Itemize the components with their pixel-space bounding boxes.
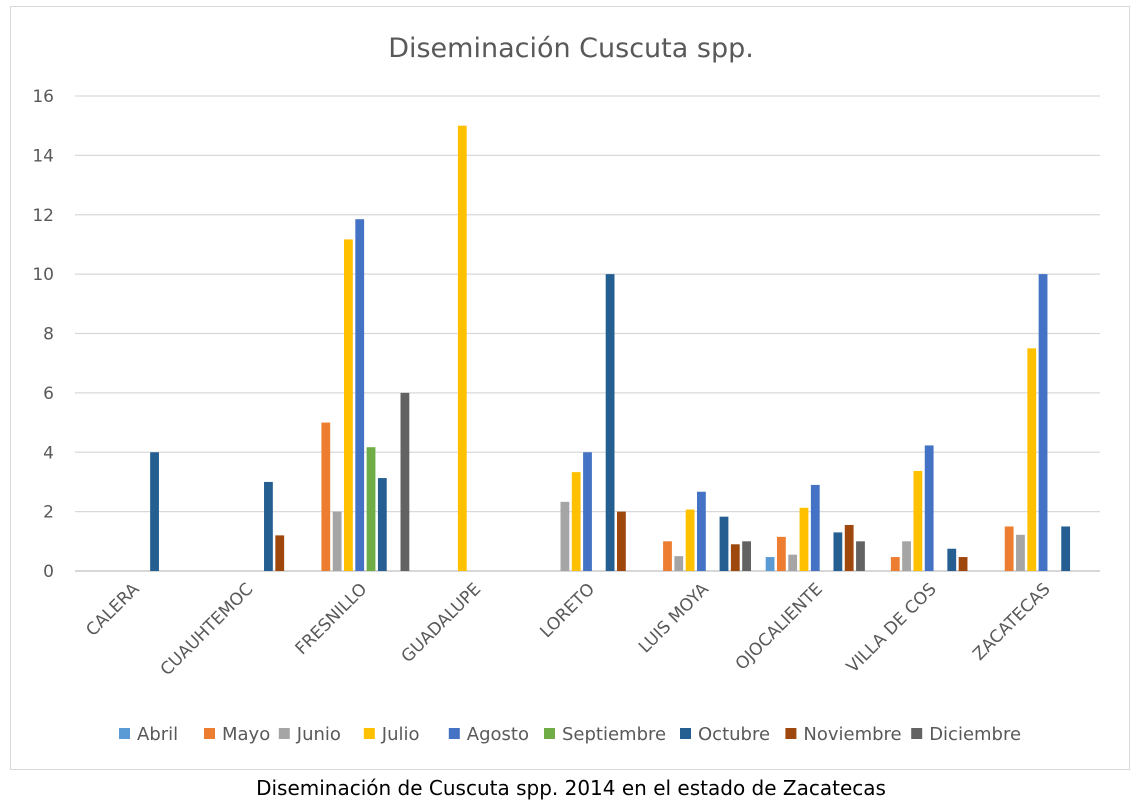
bar-agosto	[355, 219, 365, 571]
bar-noviembre	[275, 535, 285, 571]
legend-label: Agosto	[467, 724, 529, 745]
bar-octubre	[150, 452, 159, 571]
bar-octubre	[719, 516, 729, 571]
bar-julio	[457, 125, 467, 571]
bar-junio	[674, 556, 684, 571]
legend-label: Septiembre	[562, 724, 666, 745]
bar-noviembre	[730, 544, 740, 571]
x-tick-label: FRESNILLO	[292, 579, 372, 659]
bar-diciembre	[856, 541, 865, 571]
bar-julio	[344, 239, 353, 571]
x-tick-label: GUADALUPE	[398, 579, 485, 666]
legend-swatch	[911, 728, 923, 739]
bar-junio	[788, 554, 798, 571]
legend-swatch	[680, 728, 691, 739]
bar-octubre	[1061, 526, 1071, 571]
y-tick-label: 0	[43, 562, 54, 582]
bar-julio	[799, 507, 809, 571]
bar-julio	[913, 470, 923, 571]
bar-octubre	[605, 274, 615, 571]
bar-abril	[765, 557, 775, 571]
legend-label: Mayo	[222, 724, 270, 745]
bar-mayo	[321, 422, 331, 571]
legend-swatch	[119, 728, 130, 739]
legend-swatch	[785, 728, 797, 739]
bar-agosto	[696, 491, 706, 571]
bar-octubre	[947, 548, 957, 571]
y-tick-label: 6	[43, 384, 54, 404]
bar-junio	[902, 541, 911, 571]
y-tick-label: 16	[32, 87, 54, 107]
bar-diciembre	[400, 392, 410, 571]
bar-junio	[1016, 534, 1025, 571]
bar-mayo	[890, 557, 900, 571]
bar-mayo	[776, 536, 786, 571]
figure-caption: Diseminación de Cuscuta spp. 2014 en el …	[256, 776, 886, 800]
legend-swatch	[278, 728, 290, 739]
legend-label: Octubre	[698, 724, 770, 745]
y-tick-label: 2	[43, 503, 54, 523]
bar-noviembre	[844, 524, 854, 571]
bar-junio	[332, 511, 342, 571]
bar-noviembre	[617, 511, 626, 571]
x-tick-label: LORETO	[536, 579, 599, 642]
y-tick-label: 8	[43, 325, 54, 345]
legend-label: Abril	[137, 724, 178, 745]
chart-frame	[10, 6, 1130, 770]
bar-julio	[685, 509, 695, 571]
bar-julio	[571, 472, 581, 571]
bar-octubre	[264, 481, 273, 571]
bar-mayo	[1004, 526, 1014, 571]
x-tick-label: CUAUHTEMOC	[157, 579, 258, 680]
legend-label: Julio	[381, 724, 420, 745]
bar-agosto	[583, 452, 592, 571]
legend-swatch	[363, 728, 375, 739]
chart-title: Diseminación Cuscuta spp.	[388, 33, 754, 64]
y-tick-label: 10	[32, 265, 54, 285]
legend-label: Noviembre	[803, 724, 901, 745]
bar-junio	[560, 501, 570, 571]
bar-agosto	[924, 445, 934, 571]
bar-agosto	[810, 484, 820, 571]
legend-label: Junio	[296, 724, 341, 745]
chart-svg: Diseminación Cuscuta spp. 0 2 4 6 8 10 12 14 16 CA…	[32, 33, 1100, 745]
bar-julio	[1027, 348, 1037, 571]
x-tick-label: LUIS MOYA	[635, 579, 713, 657]
x-tick-label: ZACATECAS	[969, 579, 1054, 664]
legend-swatch	[204, 728, 215, 739]
legend-swatch	[448, 728, 460, 739]
y-tick-label: 4	[43, 443, 54, 463]
x-tick-label: OJOCALIENTE	[732, 579, 827, 674]
bar-mayo	[663, 541, 672, 571]
x-tick-label: CALERA	[82, 579, 143, 640]
legend-swatch	[544, 728, 555, 739]
bar-octubre	[377, 478, 387, 571]
y-tick-label: 14	[32, 146, 54, 166]
bar-septiembre	[366, 447, 376, 571]
bar-diciembre	[742, 541, 751, 571]
legend-label: Diciembre	[929, 724, 1021, 745]
y-tick-label: 12	[32, 206, 54, 226]
bar-noviembre	[958, 557, 968, 571]
bar-octubre	[833, 532, 843, 571]
x-tick-label: VILLA DE COS	[843, 579, 941, 677]
bar-agosto	[1038, 274, 1048, 571]
